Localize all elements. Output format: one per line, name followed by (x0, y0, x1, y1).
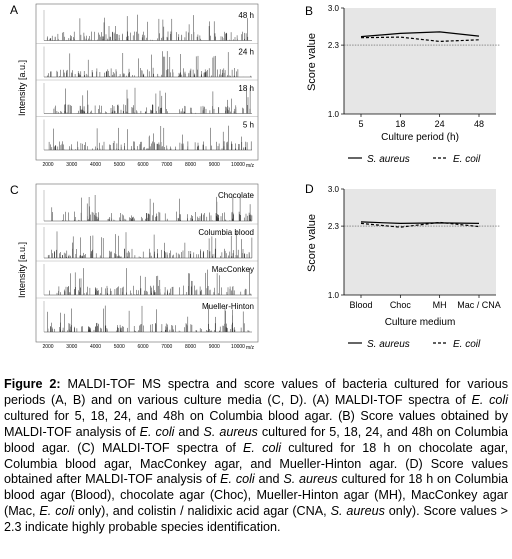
caption-segment: E. coli (139, 424, 175, 439)
panel-c-ylabel: Intensity [a.u.] (17, 242, 27, 298)
spectrum-trace: MacConkey (36, 260, 258, 296)
mz-tick-label: 3000 (66, 162, 77, 168)
panel-b-letter: B (305, 4, 313, 18)
spectrum-trace: Chocolate (43, 190, 255, 222)
panel-a-spectra: A Intensity [a.u.] 48 h 24 h 18 h 5 h 2000 3… (10, 3, 259, 169)
category-tick-label: Mac / CNA (457, 300, 501, 310)
score-tick-label: 1.0 (328, 291, 340, 300)
panel-b-xlabel: Culture period (h) (381, 132, 459, 143)
caption-segment: cultured for 18 h on Columbia blood agar… (4, 472, 509, 519)
panel-d-letter: D (305, 182, 314, 196)
mz-tick-label: 6000 (137, 344, 148, 350)
mz-tick-label: 2000 (42, 162, 53, 168)
figure-2: A Intensity [a.u.] 48 h 24 h 18 h 5 h 2000 3… (10, 3, 501, 351)
score-tick-label: 3.0 (328, 185, 340, 194)
mz-tick-label: 3000 (66, 344, 77, 350)
spectrum-label: Chocolate (218, 191, 255, 200)
mz-tick-label: 5000 (114, 344, 125, 350)
panel-b-legend: S. aureus E. coil (348, 154, 481, 165)
spectrum-trace: 18 h (36, 79, 258, 114)
spectrum-trace: 5 h (36, 116, 258, 151)
mz-tick-label: 10000 (231, 344, 245, 350)
caption-segment: cultured for 5, 18, 24, and 48h on Colum… (4, 408, 508, 439)
score-tick-label: 3.0 (328, 4, 340, 13)
legend-b-aureus: S. aureus (367, 154, 410, 165)
caption-segment: only). Score values > 2.3 indicate highl… (4, 504, 509, 535)
mz-tick-label: 7000 (161, 162, 172, 168)
category-tick-label: 48 (474, 119, 484, 129)
mz-tick-label: 9000 (209, 344, 220, 350)
mz-tick-label: 6000 (137, 162, 148, 168)
caption-segment: S. aureus (330, 504, 385, 519)
spectrum-trace: 48 h (43, 10, 254, 41)
panel-b-ylabel: Score value (306, 33, 318, 91)
panel-c-spectra: C Intensity [a.u.] Chocolate Columbia blo… (10, 183, 259, 351)
panel-d-plot-area (344, 189, 496, 295)
mz-tick-label: 10000 (231, 162, 245, 168)
panel-d-xlabel: Culture medium (385, 317, 456, 328)
panel-d-score-chart: D Score value 3.0 2.3 1.0 Blood Choc MH Mac /… (305, 182, 501, 350)
series-aureus-line (360, 31, 480, 38)
legend-b-coli: E. coil (453, 154, 481, 165)
caption-segment: E. coli (243, 440, 282, 455)
panel-c-xlabel: m/z (246, 345, 255, 351)
panel-c-frame (35, 183, 259, 343)
caption-label: Figure 2: (4, 377, 61, 391)
caption-segment: E. coli (220, 472, 255, 487)
category-tick-label: Blood (349, 300, 372, 310)
mz-tick-label: 8000 (185, 162, 196, 168)
panel-a-letter: A (10, 3, 18, 17)
caption-segment: cultured for 18 h on chocolate agar, Col… (4, 440, 508, 487)
spectrum-trace: Columbia blood (36, 223, 258, 259)
panel-b-plot-area (344, 8, 496, 114)
panel-d-legend: S. aureus E. coil (348, 339, 481, 350)
score-tick-label: 2.3 (328, 222, 340, 231)
panel-a-xlabel: m/z (246, 163, 255, 169)
figure-caption: Figure 2: MALDI-TOF MS spectra and score… (4, 377, 508, 536)
score-tick-label: 2.3 (328, 41, 340, 50)
mz-tick-label: 5000 (114, 162, 125, 168)
mz-tick-label: 9000 (209, 162, 220, 168)
spectrum-label: 18 h (238, 84, 254, 93)
spectrum-label: 24 h (238, 48, 254, 57)
legend-d-coli: E. coil (453, 339, 481, 350)
caption-segment: and (254, 472, 284, 487)
panel-a-ylabel: Intensity [a.u.] (17, 60, 27, 116)
caption-segment: MALDI-TOF MS spectra and score values of… (4, 377, 508, 407)
category-tick-label: MH (433, 300, 447, 310)
mz-tick-label: 8000 (185, 344, 196, 350)
score-tick-label: 1.0 (328, 110, 340, 119)
caption-segment: only), and colistin / nalidixic acid aga… (74, 504, 331, 519)
category-tick-label: 24 (435, 119, 445, 129)
spectrum-label: MacConkey (212, 265, 254, 274)
panel-a-frame (35, 3, 259, 161)
caption-body: MALDI-TOF MS spectra and score values of… (4, 377, 508, 534)
spectrum-label: 5 h (243, 121, 254, 130)
caption-segment: E. coli (39, 504, 75, 519)
caption-segment: E. coli (471, 392, 509, 407)
spectrum-label: 48 h (238, 11, 254, 20)
category-tick-label: 18 (395, 119, 405, 129)
caption-segment: and (174, 424, 204, 439)
category-tick-label: 5 (358, 119, 363, 129)
spectrum-label: Mueller-Hinton (202, 302, 254, 311)
spectrum-label: Columbia blood (198, 228, 254, 237)
panel-c-letter: C (10, 183, 19, 197)
panel-b-score-chart: B Score value 3.0 2.3 1.0 5 18 24 48 Culture … (305, 4, 500, 165)
panel-d-ylabel: Score value (306, 214, 318, 272)
mz-tick-label: 2000 (42, 344, 53, 350)
mz-tick-label: 4000 (90, 162, 101, 168)
spectrum-trace: Mueller-Hinton (36, 297, 258, 333)
series-aureus-line (360, 221, 480, 225)
legend-d-aureus: S. aureus (367, 339, 410, 350)
caption-segment: S. aureus (203, 424, 258, 439)
spectrum-trace: 24 h (36, 43, 258, 78)
mz-tick-label: 7000 (161, 344, 172, 350)
caption-segment: S. aureus (283, 472, 338, 487)
mz-tick-label: 4000 (90, 344, 101, 350)
category-tick-label: Choc (390, 300, 412, 310)
caption-segment: cultured for 5, 18, 24, and 48h on Colum… (4, 424, 509, 455)
